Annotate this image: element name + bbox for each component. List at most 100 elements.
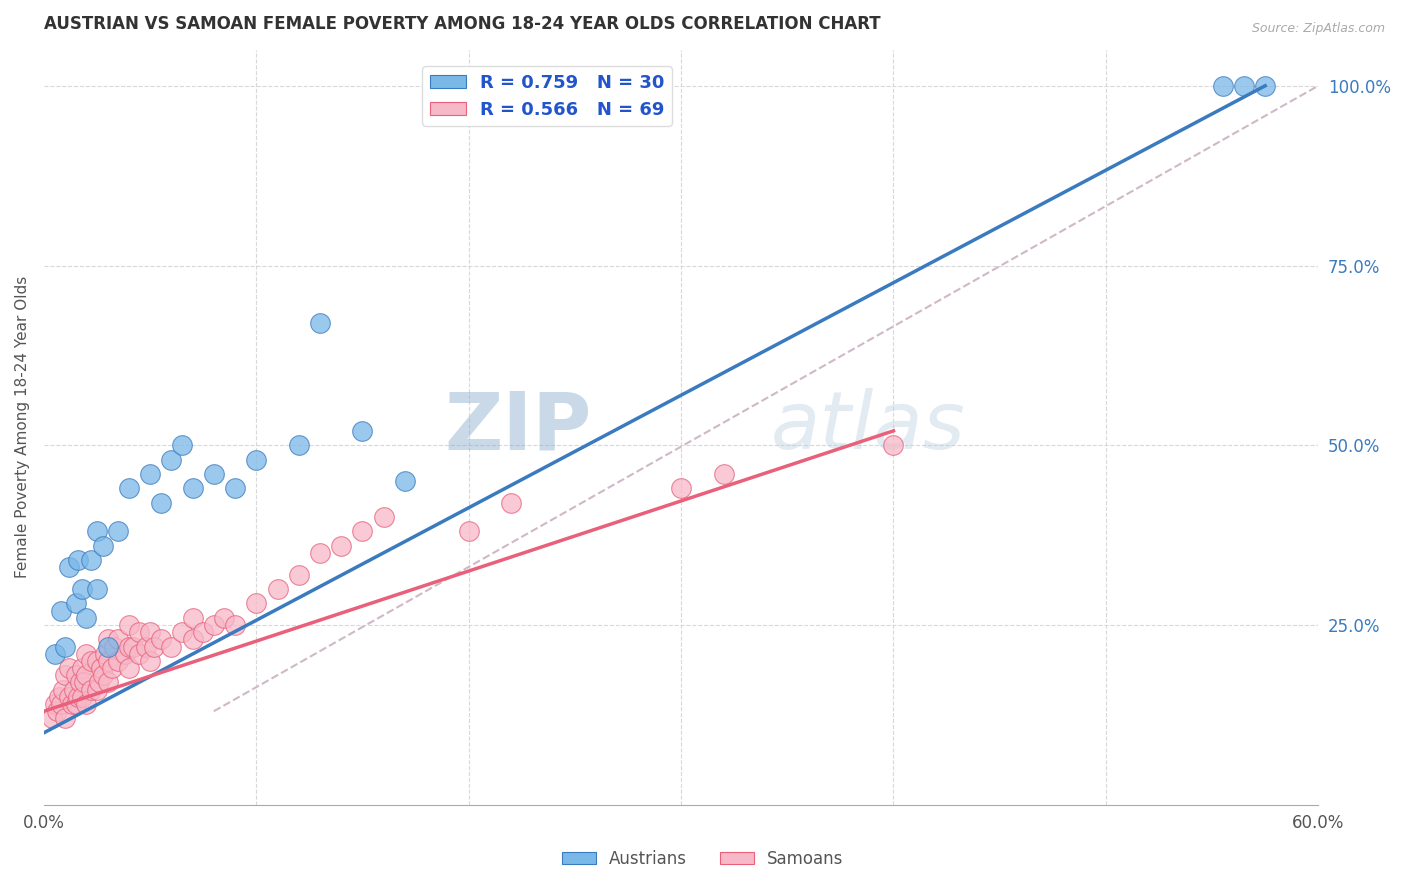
Y-axis label: Female Poverty Among 18-24 Year Olds: Female Poverty Among 18-24 Year Olds (15, 277, 30, 578)
Point (266, 582, 288, 596)
Point (87, 675, 110, 690)
Point (75, 668, 97, 682)
Point (181, 611, 204, 625)
Point (143, 640, 166, 654)
Point (58, 690, 80, 704)
Point (93, 539, 115, 553)
Text: Source: ZipAtlas.com: Source: ZipAtlas.com (1251, 22, 1385, 36)
Point (181, 632, 204, 647)
Point (86, 582, 108, 596)
Point (103, 640, 125, 654)
Point (52, 682, 75, 697)
Point (65, 697, 87, 711)
Point (53, 668, 76, 682)
Point (79, 654, 101, 668)
Point (128, 647, 150, 661)
Point (107, 654, 129, 668)
Point (70, 690, 93, 704)
Point (94, 647, 117, 661)
Point (65, 668, 87, 682)
Point (53, 711, 76, 725)
Point (44, 697, 66, 711)
Point (62, 682, 84, 697)
Point (245, 452, 267, 467)
Point (1233, 78, 1256, 93)
Point (86, 682, 108, 697)
Point (101, 661, 124, 675)
Point (97, 654, 120, 668)
Point (41, 711, 63, 725)
Point (53, 640, 76, 654)
Point (287, 567, 309, 582)
Point (139, 625, 162, 640)
Point (75, 647, 97, 661)
Point (128, 625, 150, 640)
Point (97, 640, 120, 654)
Point (149, 496, 172, 510)
Point (160, 452, 183, 467)
Point (70, 661, 93, 675)
Point (352, 424, 374, 438)
Point (118, 661, 141, 675)
Point (44, 647, 66, 661)
Point (114, 647, 136, 661)
Point (193, 625, 215, 640)
Point (160, 640, 183, 654)
Point (73, 675, 96, 690)
Text: AUSTRIAN VS SAMOAN FEMALE POVERTY AMONG 18-24 YEAR OLDS CORRELATION CHART: AUSTRIAN VS SAMOAN FEMALE POVERTY AMONG … (44, 15, 880, 33)
Point (60, 697, 83, 711)
Point (713, 467, 735, 481)
Point (214, 611, 236, 625)
Point (330, 539, 353, 553)
Point (45, 704, 67, 718)
Point (309, 546, 332, 560)
Point (118, 618, 141, 632)
Point (170, 625, 193, 640)
Point (49, 604, 72, 618)
Point (245, 596, 267, 610)
Legend: Austrians, Samoans: Austrians, Samoans (555, 844, 851, 875)
Point (48, 690, 70, 704)
Point (309, 316, 332, 330)
Point (79, 553, 101, 567)
Text: atlas: atlas (770, 388, 965, 467)
Legend: R = 0.759   N = 30, R = 0.566   N = 69: R = 0.759 N = 30, R = 0.566 N = 69 (422, 66, 672, 126)
Point (86, 524, 108, 539)
Point (224, 481, 246, 495)
Point (135, 640, 157, 654)
Point (58, 560, 80, 574)
Point (75, 697, 97, 711)
Point (118, 481, 141, 495)
Point (669, 481, 692, 495)
Point (149, 632, 172, 647)
Point (1254, 78, 1277, 93)
Point (90, 661, 112, 675)
Point (107, 524, 129, 539)
Point (202, 618, 225, 632)
Point (882, 438, 904, 452)
Point (457, 524, 479, 539)
Point (139, 467, 162, 481)
Point (107, 632, 129, 647)
Point (394, 474, 416, 488)
Point (287, 438, 309, 452)
Point (181, 481, 204, 495)
Point (66, 690, 89, 704)
Point (202, 467, 225, 481)
Point (224, 618, 246, 632)
Point (122, 640, 145, 654)
Point (501, 496, 523, 510)
Point (1212, 78, 1234, 93)
Point (139, 654, 162, 668)
Point (97, 632, 120, 647)
Point (118, 640, 141, 654)
Point (97, 675, 120, 690)
Point (70, 582, 93, 596)
Point (49, 697, 72, 711)
Text: ZIP: ZIP (444, 388, 592, 467)
Point (66, 553, 89, 567)
Point (170, 438, 193, 452)
Point (373, 510, 395, 524)
Point (352, 524, 374, 539)
Point (58, 661, 80, 675)
